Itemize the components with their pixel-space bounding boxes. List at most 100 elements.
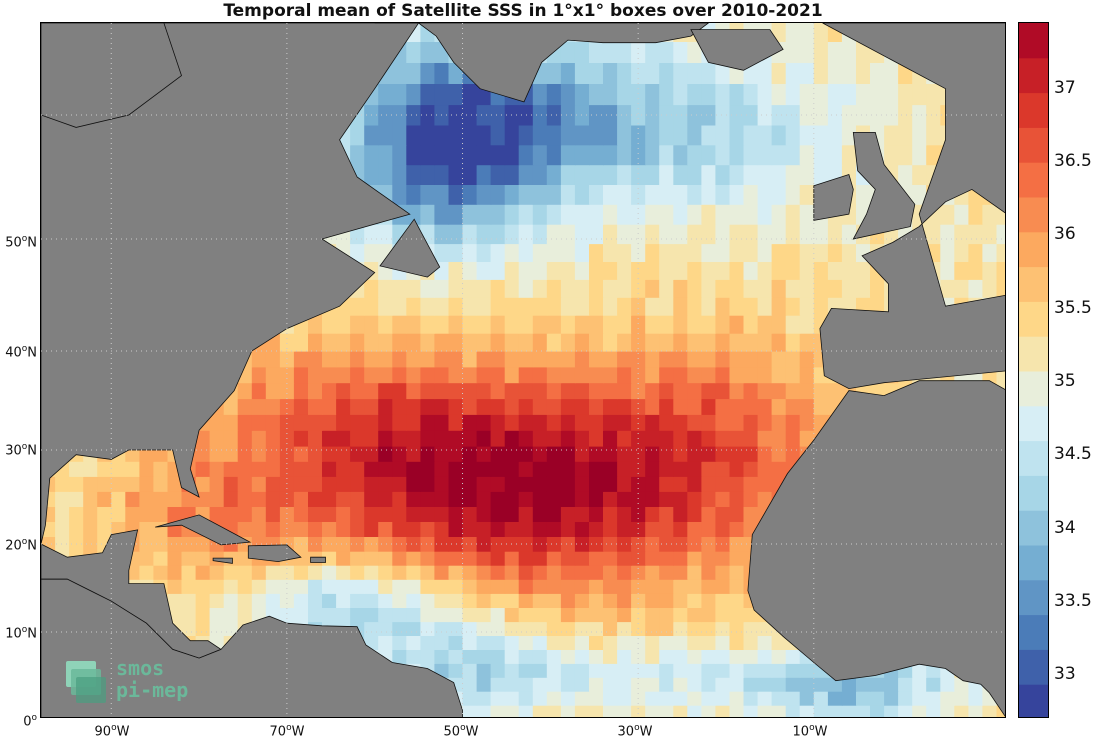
sss-cell	[434, 204, 450, 225]
sss-cell	[420, 204, 436, 225]
sss-cell	[645, 104, 660, 126]
sss-cell	[673, 297, 688, 316]
sss-cell	[687, 536, 702, 552]
sss-cell	[532, 224, 548, 245]
sss-cell	[490, 184, 506, 205]
sss-cell	[715, 164, 731, 185]
sss-cell	[251, 430, 267, 447]
sss-cell	[574, 705, 590, 717]
colorbar-tick-label: 34	[1054, 518, 1076, 538]
sss-cell	[659, 565, 674, 580]
sss-cell	[631, 315, 646, 334]
sss-cell	[603, 164, 618, 185]
sss-cell	[673, 382, 688, 400]
sss-cell	[645, 491, 660, 507]
sss-cell	[504, 104, 520, 126]
sss-cell	[223, 461, 239, 477]
sss-cell	[364, 243, 379, 262]
sss-cell	[476, 446, 492, 462]
sss-cell	[785, 366, 801, 384]
sss-cell	[645, 565, 660, 580]
sss-cell	[279, 351, 295, 368]
sss-cell	[223, 446, 239, 462]
sss-cell	[799, 62, 815, 84]
sss-cell	[603, 607, 618, 623]
sss-cell	[813, 41, 829, 63]
sss-cell	[223, 491, 239, 507]
sss-cell	[392, 565, 407, 580]
sss-cell	[490, 649, 506, 664]
sss-cell	[406, 62, 421, 84]
sss-cell	[462, 607, 478, 623]
sss-cell	[378, 579, 393, 594]
sss-cell	[448, 461, 464, 477]
sss-cell	[448, 333, 464, 352]
sss-cell	[603, 382, 618, 400]
sss-cell	[574, 446, 590, 462]
sss-cell	[223, 414, 239, 431]
sss-cell	[603, 705, 618, 717]
sss-cell	[631, 297, 646, 316]
sss-cell	[659, 691, 674, 706]
sss-cell	[603, 261, 618, 280]
sss-cell	[532, 663, 548, 678]
sss-cell	[265, 430, 281, 447]
sss-cell	[364, 607, 379, 623]
sss-cell	[448, 144, 464, 166]
sss-cell	[659, 382, 674, 400]
sss-cell	[392, 315, 407, 334]
sss-cell	[729, 677, 745, 692]
sss-cell	[841, 83, 857, 106]
sss-cell	[532, 124, 548, 146]
sss-cell	[364, 565, 379, 580]
sss-cell	[645, 83, 660, 106]
sss-cell	[603, 144, 618, 166]
sss-cell	[799, 677, 815, 692]
sss-cell	[434, 224, 450, 245]
sss-cell	[673, 565, 688, 580]
sss-cell	[631, 536, 646, 552]
sss-cell	[336, 551, 351, 566]
sss-cell	[617, 521, 632, 537]
sss-cell	[617, 164, 632, 185]
sss-cell	[659, 551, 674, 566]
sss-cell	[532, 565, 548, 580]
sss-cell	[336, 351, 351, 368]
sss-cell	[392, 461, 407, 477]
sss-cell	[476, 593, 492, 608]
sss-cell	[659, 366, 674, 384]
sss-cell	[574, 41, 590, 63]
sss-cell	[673, 414, 688, 431]
sss-cell	[434, 297, 450, 316]
sss-cell	[448, 297, 464, 316]
land-polygon	[813, 173, 854, 221]
sss-cell	[589, 144, 604, 166]
colorbar-bin	[1019, 510, 1048, 546]
sss-cell	[153, 476, 169, 492]
sss-cell	[476, 635, 492, 650]
sss-cell	[448, 104, 464, 126]
sss-cell	[631, 663, 646, 678]
sss-cell	[392, 579, 407, 594]
sss-cell	[237, 521, 253, 537]
sss-cell	[420, 41, 436, 63]
sss-cell	[448, 446, 464, 462]
sss-cell	[743, 506, 759, 522]
sss-cell	[560, 551, 576, 566]
sss-cell	[420, 461, 436, 477]
sss-cell	[785, 23, 801, 42]
land-polygon	[310, 556, 326, 563]
sss-cell	[420, 621, 436, 636]
sss-cell	[645, 635, 660, 650]
sss-cell	[673, 491, 688, 507]
sss-cell	[490, 579, 506, 594]
sss-cell	[574, 243, 590, 262]
sss-cell	[757, 430, 773, 447]
sss-cell	[406, 398, 421, 415]
sss-cell	[476, 536, 492, 552]
sss-cell	[757, 476, 773, 492]
sss-cell	[645, 621, 660, 636]
sss-cell	[392, 621, 407, 636]
sss-cell	[785, 382, 801, 400]
sss-cell	[293, 461, 309, 477]
